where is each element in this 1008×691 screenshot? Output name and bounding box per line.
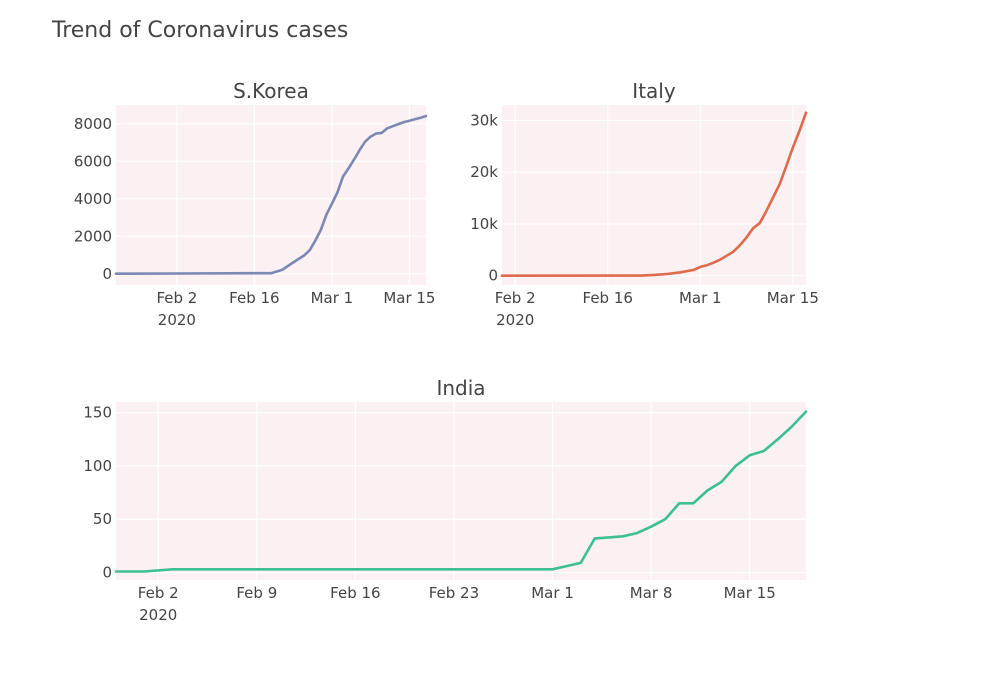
india-x-tick-year: 2020 (139, 606, 177, 624)
india-y-tick-label: 100 (83, 457, 112, 475)
india-y-tick-label: 150 (83, 404, 112, 422)
italy-x-tick-year: 2020 (496, 311, 534, 329)
skorea-y-tick-label: 8000 (74, 115, 112, 133)
skorea-chart-title: S.Korea (233, 79, 309, 103)
italy-x-tick-label: Mar 1 (679, 289, 722, 307)
skorea-y-tick-label: 2000 (74, 227, 112, 245)
skorea-x-tick-label: Feb 16 (229, 289, 279, 307)
italy-plot-area (502, 105, 806, 285)
chart-italy: Italy 0 10k 20k 30k Feb 2 2020 Feb 16 Mar 1 Mar 1… (470, 79, 819, 329)
india-x-tick-label: Feb 9 (236, 584, 277, 602)
india-chart-title: India (436, 376, 485, 400)
chart-india: India 0 50 100 150 Feb 2 2020 Feb 9 Feb 16 Feb 23… (83, 376, 808, 624)
skorea-series-line (114, 114, 428, 276)
india-x-tick-label: Mar 1 (531, 584, 574, 602)
italy-chart-title: Italy (632, 79, 676, 103)
italy-y-tick-label: 0 (488, 267, 498, 285)
india-x-tick-label: Feb 23 (429, 584, 479, 602)
skorea-y-tick-label: 6000 (74, 152, 112, 170)
italy-series-line (500, 111, 808, 278)
india-x-tick-label: Mar 8 (630, 584, 673, 602)
skorea-x-tick-year: 2020 (158, 311, 196, 329)
italy-y-tick-label: 10k (470, 215, 498, 233)
india-y-tick-label: 0 (102, 564, 112, 582)
india-x-tick-label: Feb 2 (138, 584, 179, 602)
india-y-tick-label: 50 (93, 510, 112, 528)
italy-y-tick-label: 20k (470, 163, 498, 181)
skorea-x-tick-label: Mar 1 (311, 289, 354, 307)
chart-skorea: S.Korea 0 2000 4000 6000 8000 Feb 2 2020 Feb 16 M… (74, 79, 436, 329)
italy-y-tick-label: 30k (470, 112, 498, 130)
india-x-tick-label: Feb 16 (330, 584, 380, 602)
skorea-y-tick-label: 4000 (74, 190, 112, 208)
skorea-x-tick-label: Feb 2 (156, 289, 197, 307)
italy-x-tick-label: Feb 16 (583, 289, 633, 307)
india-plot-area (116, 402, 806, 580)
italy-x-tick-label: Mar 15 (767, 289, 819, 307)
page-title: Trend of Coronavirus cases (51, 18, 348, 43)
italy-x-tick-label: Feb 2 (495, 289, 536, 307)
skorea-y-tick-label: 0 (102, 265, 112, 283)
india-x-tick-label: Mar 15 (724, 584, 776, 602)
skorea-x-tick-label: Mar 15 (383, 289, 435, 307)
india-series-line (114, 410, 808, 573)
